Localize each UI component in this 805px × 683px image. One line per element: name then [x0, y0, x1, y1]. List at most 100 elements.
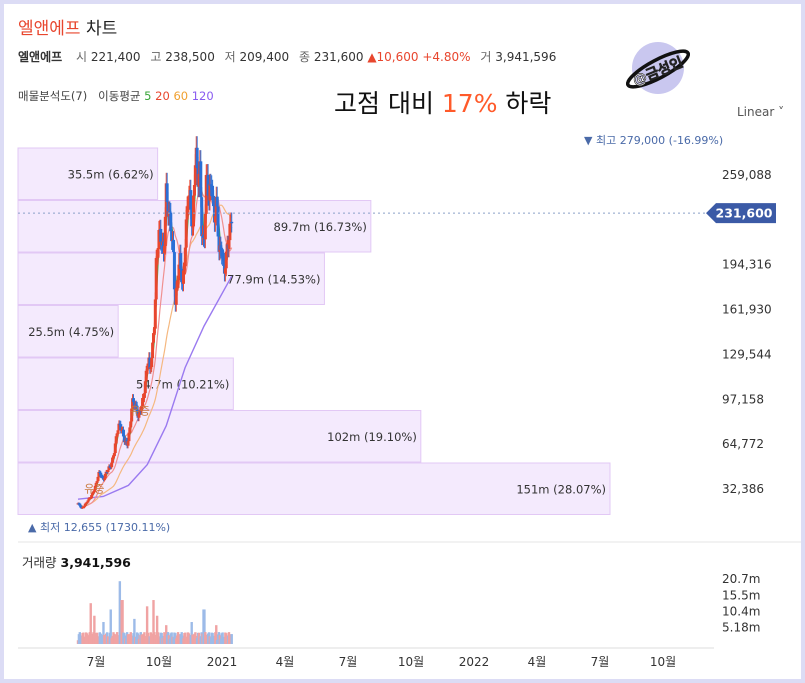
candle-body	[99, 472, 103, 477]
candle-body	[111, 456, 115, 458]
volume-bar	[102, 622, 105, 644]
candle-body	[90, 494, 94, 498]
candle-body	[151, 333, 155, 343]
candle-body	[202, 234, 206, 238]
volume-bar	[121, 600, 124, 644]
candle-body	[128, 427, 132, 433]
max-price-label: ▼ 최고 279,000 (-16.99%)	[584, 134, 723, 147]
candle-body	[227, 240, 231, 249]
candle-body	[177, 264, 181, 281]
candle-body	[146, 363, 150, 370]
candle-body	[131, 398, 135, 409]
candle-body	[220, 250, 224, 257]
volume-profile-bar	[17, 462, 611, 515]
candle-body	[113, 443, 117, 454]
indicator-legend: 매물분석도(7) 이동평균 5 20 60 120	[18, 89, 214, 103]
candle-body	[163, 216, 167, 246]
candle-body	[222, 261, 226, 274]
candle-body	[135, 405, 139, 414]
volume-profile-label: 25.5m (4.75%)	[28, 325, 114, 339]
candle-body	[212, 205, 216, 223]
volume-tick-label: 15.5m	[722, 588, 760, 602]
volume-profile-bar	[17, 252, 325, 305]
current-price-label: 231,600	[716, 206, 773, 221]
volume-profile-label: 102m (19.10%)	[327, 430, 417, 444]
candle-body	[213, 215, 217, 223]
volume-bar	[118, 581, 122, 644]
candle-body	[184, 219, 188, 248]
volume-profile-label: 35.5m (6.62%)	[68, 167, 154, 181]
y-tick-label: 97,158	[722, 392, 764, 406]
volume-bar	[155, 615, 159, 644]
volume-profile-label: 151m (28.07%)	[516, 482, 606, 496]
volume-profile-toggle[interactable]: 매물분석도(7)	[18, 89, 88, 103]
candle-body	[193, 165, 197, 186]
candle-body	[94, 482, 98, 486]
volume-bar	[126, 634, 130, 644]
volume-bar	[85, 633, 89, 644]
volume-bar	[187, 633, 191, 644]
candle-body	[165, 183, 169, 202]
volume-profile-label: 89.7m (16.73%)	[274, 220, 367, 234]
candle-body	[222, 257, 226, 262]
candle-body	[95, 481, 99, 483]
candle-body	[221, 256, 225, 258]
y-tick-label: 64,772	[722, 437, 764, 451]
volume-bar	[113, 633, 116, 644]
candle-body	[154, 258, 158, 300]
candle-body	[190, 209, 194, 227]
candle-body	[206, 174, 210, 196]
candle-body	[126, 441, 130, 446]
candle-body	[141, 397, 145, 399]
x-tick-label: 7월	[591, 655, 610, 669]
candle-body	[209, 184, 213, 186]
close-price: 231,600	[313, 50, 364, 64]
candle-body	[228, 223, 232, 241]
candle-body	[82, 506, 86, 508]
moving-average-toggle[interactable]: 이동평균	[98, 89, 141, 103]
candle-body	[219, 245, 223, 251]
candle-body	[215, 196, 219, 207]
candle-body	[230, 221, 234, 224]
candle-body	[224, 251, 228, 269]
y-tick-label: 194,316	[722, 258, 772, 272]
candle-body	[148, 357, 152, 369]
candle-body	[216, 206, 220, 237]
candle-body	[174, 288, 178, 305]
candle-body	[107, 466, 111, 471]
candle-body	[195, 147, 199, 168]
candle-body	[212, 195, 216, 206]
x-tick-label: 7월	[87, 655, 106, 669]
volume-bar	[99, 633, 102, 644]
open-price: 221,400	[90, 50, 141, 64]
candle-body	[145, 369, 149, 371]
volume-tick-label: 20.7m	[722, 572, 760, 586]
volume-bar	[230, 634, 233, 644]
candle-body	[155, 256, 159, 259]
candle-body	[137, 413, 141, 418]
candle-body	[121, 429, 125, 437]
volume-value: 3,941,596	[495, 50, 557, 64]
candle-body	[182, 266, 186, 271]
y-tick-label: 259,088	[722, 168, 772, 182]
candle-body	[217, 236, 221, 252]
candle-body	[150, 357, 154, 368]
candle-body	[102, 478, 106, 480]
scale-selector[interactable]: Linear ˅	[737, 105, 785, 119]
current-price-tag	[706, 203, 776, 224]
candle-body	[162, 245, 166, 254]
candle-body	[119, 424, 123, 431]
candle-body	[87, 498, 91, 501]
candle-body	[79, 505, 83, 508]
candle-body	[122, 436, 126, 443]
volume-bar	[150, 633, 153, 644]
candle-body	[96, 476, 100, 482]
volume-bar	[152, 600, 155, 644]
candle-body	[103, 473, 107, 479]
volume-bar	[140, 634, 143, 644]
price-change-pct: +4.80%	[422, 50, 471, 64]
price-chart: 35.5m (6.62%) 89.7m (16.73%) 77.9m (14.53%…	[17, 134, 801, 669]
volume-tick-label: 10.4m	[722, 604, 760, 618]
candle-body	[92, 490, 96, 493]
